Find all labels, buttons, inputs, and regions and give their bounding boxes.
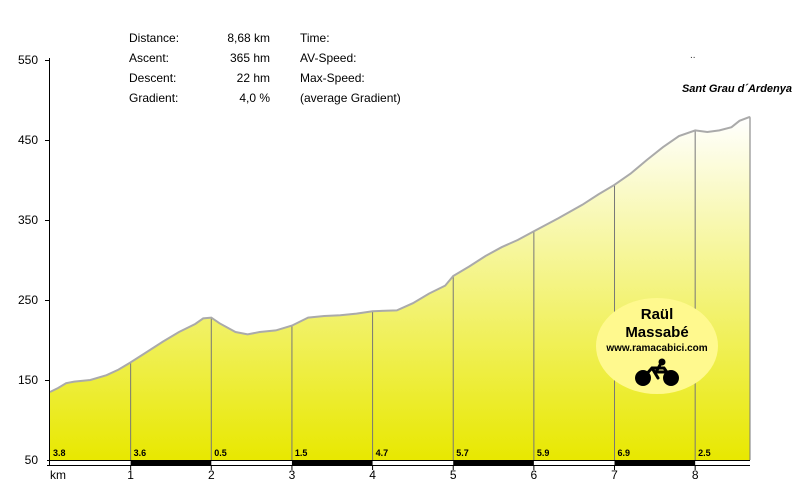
y-tick-label: 250 [18,293,38,307]
km-scale-segment [130,461,212,465]
ascent-label: Ascent: [129,51,170,65]
average-gradient-label: (average Gradient) [300,91,401,105]
profile-line [49,115,751,393]
max-speed-label: Max-Speed: [300,71,365,85]
x-axis-title: km [50,468,66,482]
gradient-value: 4,0 % [239,91,270,105]
axes [45,58,750,470]
distance-label: Distance: [129,31,180,45]
segment-gradient-label: 5.9 [537,448,550,458]
x-tick-label: 1 [127,468,134,482]
chart-title: Sant Grau d´Ardenya [681,83,792,95]
distance-value: 8,68 km [227,31,270,45]
descent-label: Descent: [129,71,177,85]
av-speed-label: AV-Speed: [300,51,357,65]
segment-gradient-label: 1.5 [295,448,308,458]
km-scale-segment [614,461,696,465]
y-tick-label: 50 [25,453,39,467]
segment-gradient-label: 5.7 [456,448,469,458]
y-tick-label: 150 [18,373,38,387]
segment-gradient-label: 3.8 [53,448,66,458]
segment-gradient-label: 3.6 [134,448,147,458]
x-tick-label: 7 [611,468,618,482]
speed-mark: .. [690,50,696,61]
km-scale-segment [291,461,373,465]
km-scale-segment [453,461,534,465]
descent-value: 22 hm [236,71,270,85]
x-tick-label: 6 [531,468,538,482]
logo-badge: Raül Massabé www.ramacabici.com [596,298,718,394]
y-tick-label: 550 [18,53,38,67]
ascent-value: 365 hm [229,51,270,65]
profile-fill [50,116,750,461]
x-tick-label: 5 [450,468,457,482]
segment-gradient-label: 2.5 [698,448,711,458]
segment-gradient-label: 0.5 [214,448,227,458]
y-tick-label: 450 [18,133,38,147]
logo-name-last: Massabé [625,324,689,341]
tick-labels: 50 150 250 350 450 550 km 1 2 3 4 5 6 7 8 3.8 3.6 0.5 1.5 4… [18,53,711,482]
time-label: Time: [300,31,330,45]
x-tick-label: 4 [369,468,376,482]
cyclist-icon [635,358,679,386]
gradient-label: Gradient: [129,91,179,105]
logo-url: www.ramacabici.com [606,343,708,354]
segment-gradient-label: 6.9 [618,448,631,458]
y-tick-label: 350 [18,213,38,227]
x-tick-label: 3 [289,468,296,482]
x-tick-label: 8 [692,468,699,482]
segment-gradient-label: 4.7 [376,448,389,458]
x-tick-label: 2 [208,468,215,482]
logo-name-first: Raül [640,306,674,323]
